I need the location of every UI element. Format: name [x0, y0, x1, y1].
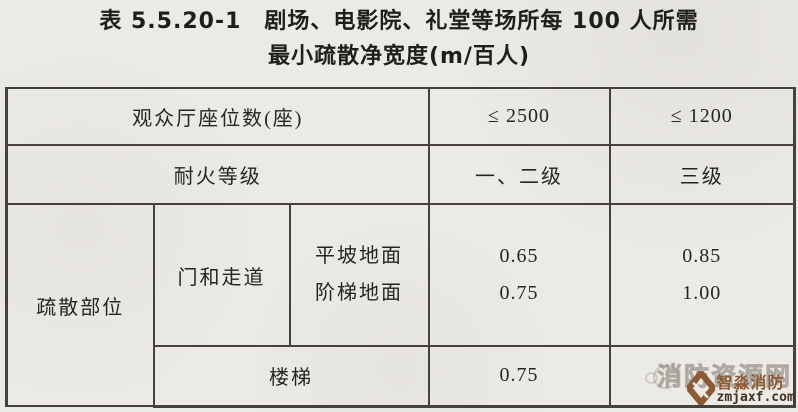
flat-value-class-a: 0.65 [499, 245, 539, 267]
stairs-value-class-b-cell: 消防资源网 智淼消防 zmjaxf.com [608, 345, 797, 408]
watermark-brand-text: 智淼消防 [716, 372, 785, 392]
doors-corridors-cell: 门和走道 [152, 203, 291, 347]
surface-stepped-label: 阶梯地面 [315, 282, 403, 304]
flat-value-class-b: 0.85 [682, 245, 722, 267]
seat-count-header-cell: 观众厅座位数(座) [4, 87, 430, 146]
table-title-line1: 表 5.5.20-1 剧场、电影院、礼堂等场所每 100 人所需 [99, 9, 699, 34]
watermark-doodle-icon [644, 365, 679, 389]
surface-type-cell: 平坡地面 阶梯地面 [288, 203, 430, 347]
stepped-value-class-b: 1.00 [682, 282, 722, 304]
doors-values-class-a-cell: 0.65 0.75 [427, 203, 611, 347]
fire-rating-header-cell: 耐火等级 [4, 144, 430, 205]
stepped-value-class-a: 0.75 [499, 282, 539, 304]
fire-rating-class-b-cell: 三级 [608, 144, 797, 205]
stairs-header-cell: 楼梯 [152, 345, 430, 408]
evacuation-width-table: 观众厅座位数(座) ≤ 2500 ≤ 1200 耐火等级 一、二级 三级 疏散部… [4, 87, 797, 408]
table-row: 观众厅座位数(座) ≤ 2500 ≤ 1200 [4, 87, 797, 146]
table-row: 疏散部位 门和走道 平坡地面 阶梯地面 0.65 0.75 0.85 1.00 [5, 203, 797, 407]
watermark-logo-block: 智淼消防 zmjaxf.com [686, 370, 795, 405]
fire-rating-class-a-cell: 一、二级 [427, 144, 611, 205]
table-title: 表 5.5.20-1 剧场、电影院、礼堂等场所每 100 人所需 最小疏散净宽度… [0, 4, 798, 74]
seat-count-class-b-cell: ≤ 1200 [608, 87, 797, 146]
stairs-value-class-a-cell: 0.75 [427, 345, 611, 408]
zhimiao-diamond-logo-icon [686, 370, 715, 405]
watermark-ghost-text: 消防资源网 [656, 362, 793, 392]
table-row: 楼梯 0.75 消防资源网 智淼消防 zmjaxf.com [7, 345, 797, 408]
doors-values-class-b-cell: 0.85 1.00 [608, 203, 797, 347]
watermark-area: 消防资源网 智淼消防 zmjaxf.com [611, 347, 795, 405]
table-title-line2: 最小疏散净宽度(m/百人) [267, 44, 531, 69]
watermark-site-text: zmjaxf.com [716, 389, 795, 405]
surface-flat-label: 平坡地面 [315, 245, 403, 267]
seat-count-class-a-cell: ≤ 2500 [427, 87, 611, 146]
evacuation-part-header-cell: 疏散部位 [5, 203, 155, 407]
watermark-text-column: 智淼消防 zmjaxf.com [717, 374, 795, 405]
table-row: 耐火等级 一、二级 三级 [4, 144, 797, 205]
